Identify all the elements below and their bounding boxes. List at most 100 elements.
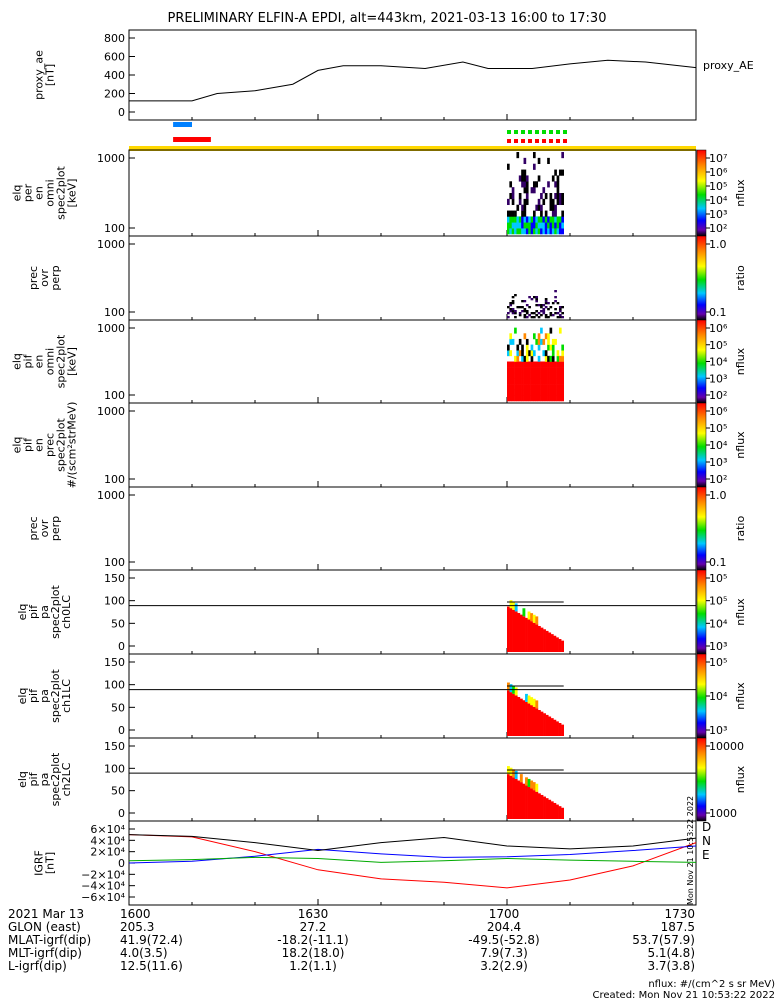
pa-cell [537, 793, 541, 819]
spectrogram-cell [525, 198, 529, 206]
colorbar-tick-label: 10³ [709, 372, 727, 385]
colorbar-tick-label: 10² [709, 389, 727, 402]
pa-cell [514, 770, 518, 779]
spectrogram-cell [547, 384, 550, 391]
spectrogram-cell [537, 222, 541, 229]
spectrogram-cell [509, 193, 513, 200]
spectrogram-cell [542, 228, 546, 235]
colorbar-prec-ovr-perp-2: 1.0 0.1 ratio [696, 486, 747, 571]
spectrogram-cell [549, 204, 553, 211]
spectrogram-cell [551, 395, 555, 402]
colorbar-label: ratio [734, 265, 747, 291]
spectrogram-cell [514, 367, 517, 374]
spectrogram-cell [551, 367, 555, 374]
spectrogram-cell [547, 395, 550, 402]
spectrogram-cell [551, 210, 555, 217]
pa-cell [522, 783, 526, 819]
ytick-label: 0 [118, 857, 125, 870]
colorbar-tick-label: 10⁴ [709, 439, 728, 452]
spectrogram-cell [556, 316, 560, 319]
spectrogram-cell [518, 312, 522, 315]
spectrogram-cell [556, 350, 560, 357]
pa-cell [537, 626, 541, 652]
colorbar-tick-label: 10⁵ [709, 339, 727, 352]
pa-cell [550, 634, 554, 652]
colorbar-tick-label: 10⁵ [709, 422, 727, 435]
spectrogram-cell [547, 355, 550, 362]
spectrogram-cell [540, 228, 543, 235]
pa-cell [545, 798, 549, 819]
spectrogram-cell [514, 294, 517, 297]
spectrogram-cell [549, 395, 553, 402]
pa-cell [509, 767, 513, 776]
spectrogram-cell [547, 378, 550, 385]
colorbar-tick-label: 10³ [709, 724, 727, 737]
spectrogram-cell [535, 395, 539, 402]
spectrogram-cell [554, 300, 557, 303]
bar-green-dot [563, 130, 567, 134]
bar-green-dot [528, 130, 532, 134]
pa-cell [553, 635, 557, 652]
spectrogram-cell [528, 306, 531, 309]
panel-ylabel-line: spec2plot [49, 669, 62, 723]
footer-row-label: GLON (east) [8, 920, 81, 934]
spectrogram-cell [523, 316, 527, 319]
spectrogram-cell [551, 175, 555, 182]
spectrogram-cell [509, 338, 513, 345]
colorbar-label: nflux [734, 598, 747, 626]
pa-cell [525, 617, 528, 652]
spectrogram-cell [542, 198, 546, 206]
pa-cell [543, 713, 546, 736]
spectrogram-cell [558, 314, 562, 317]
panel-ylabel-line: perp [49, 265, 62, 290]
spectrogram-cell [551, 216, 555, 223]
pa-cell [512, 777, 516, 819]
footer-value: -18.2(-11.1) [277, 933, 348, 947]
spectrogram-cell [535, 228, 539, 235]
spectrogram-cell [518, 222, 522, 229]
pa-cell [545, 630, 549, 652]
spectrogram-cell [507, 228, 510, 235]
spectrogram-cell [514, 378, 517, 385]
colorbar-label: ratio [734, 516, 747, 542]
spectrogram-cell [542, 367, 546, 374]
colorbar-tick-label: 10⁵ [709, 656, 727, 669]
footer-value: 12.5(11.6) [120, 959, 183, 973]
spectrogram-cell [542, 378, 546, 385]
spectrogram-cell [542, 187, 546, 194]
spectrogram-cell [507, 344, 510, 351]
spectrogram-cell [551, 222, 555, 229]
pa-cell [530, 621, 534, 652]
spectrogram-cell [551, 355, 555, 362]
spectrogram-cell [544, 355, 548, 362]
spectrogram-cell [535, 367, 539, 374]
spectrogram-cell [532, 361, 536, 368]
spectrogram-cell [549, 228, 553, 235]
spectrogram-cell [525, 316, 529, 319]
spectrogram-cell [544, 302, 548, 305]
spectrogram-cell [516, 395, 520, 402]
side-stamp: Mon Nov 21 10:53:22 2022 [686, 796, 695, 905]
pa-cell [543, 796, 546, 819]
series-label: proxy_AE [703, 59, 754, 72]
spectrogram-cell [509, 302, 513, 305]
spectrogram-cell [521, 367, 524, 374]
spectrogram-cell [537, 304, 541, 307]
panel-ylabel-line: #/(scm²strMeV) [66, 402, 79, 489]
spectrogram-cell [511, 222, 515, 229]
spectrogram-cell [509, 389, 513, 396]
pa-cell [509, 775, 513, 819]
spectrogram-cell [535, 296, 539, 299]
panel-frame [128, 486, 697, 571]
pa-cell [527, 611, 531, 620]
footer-row-label: MLT-igrf(dip) [8, 946, 82, 960]
spectrogram-cell [558, 216, 562, 223]
spectrogram-cell [549, 327, 553, 334]
spectrogram-cell [507, 216, 510, 223]
spectrogram-cell [554, 169, 557, 176]
spectrogram-cell [518, 198, 522, 206]
spectrogram-cell [544, 395, 548, 402]
spectrogram-cell [521, 350, 524, 357]
spectrogram-cell [540, 306, 543, 309]
